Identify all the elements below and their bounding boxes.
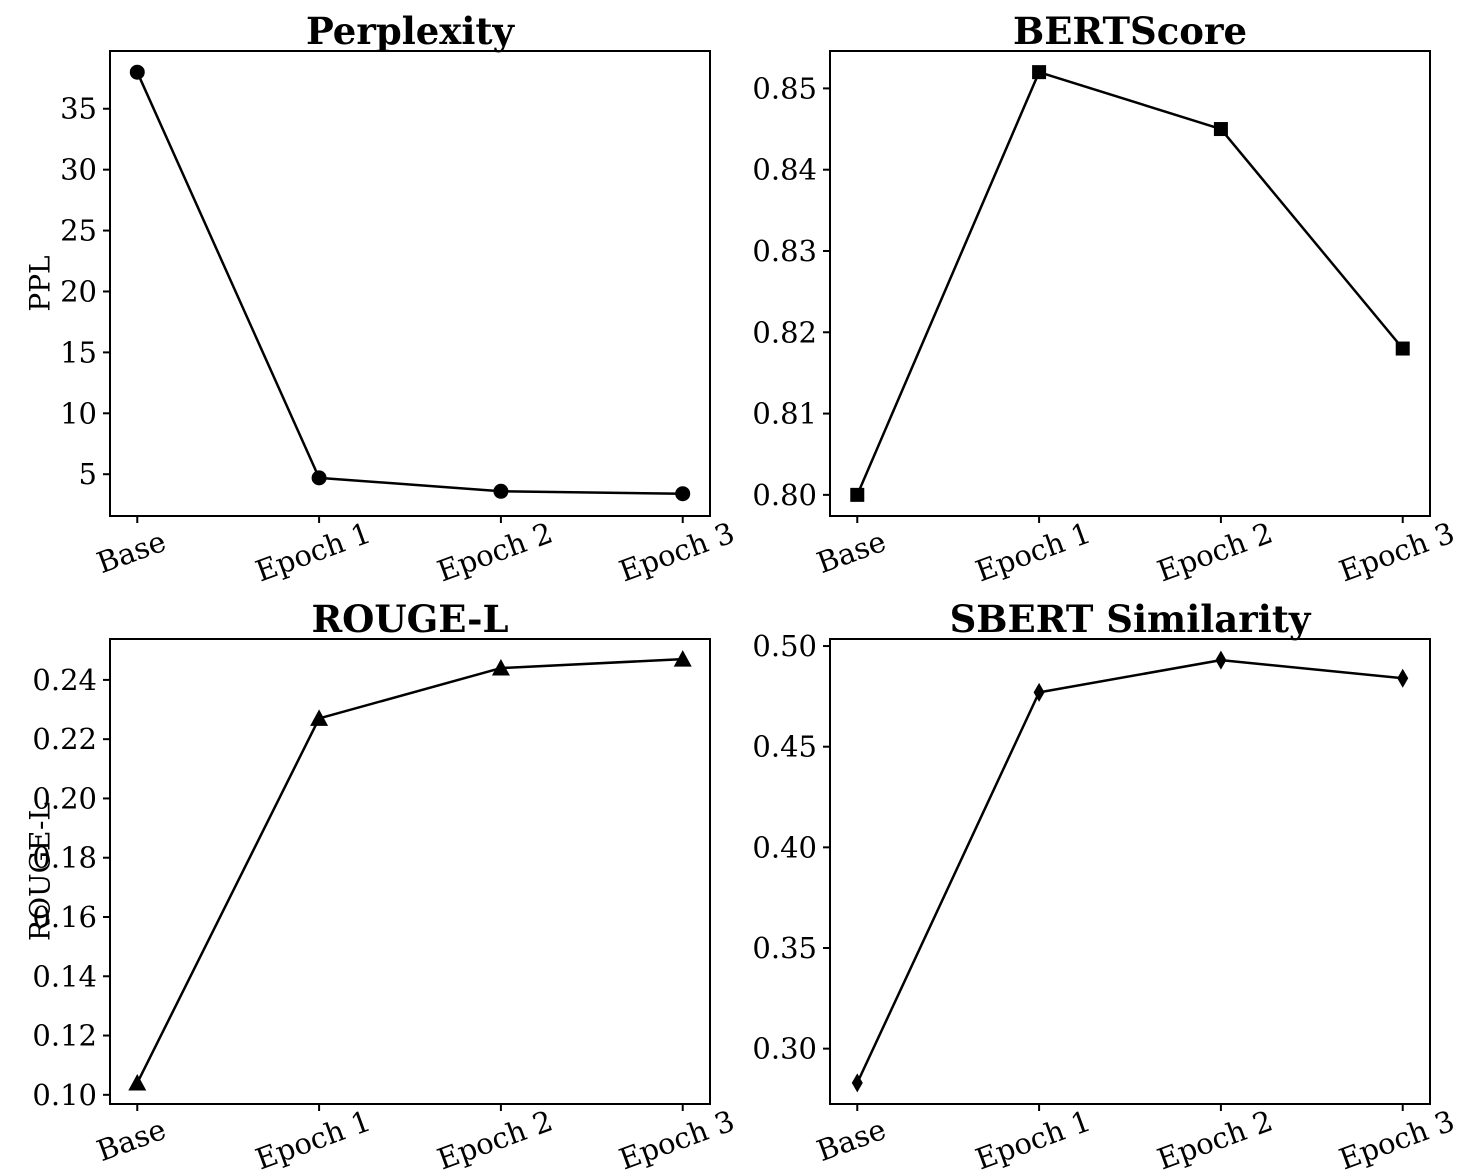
chart-sbert-similarity: 0.30 0.35 0.40 0.45 0.50 Base Epoch 1 Epoch 2 Ep… [736,588,1473,1176]
chart-bertscore: 0.80 0.81 0.82 0.83 0.84 0.85 Base Epoch 1 Epoch… [736,0,1473,588]
data-point-base [129,64,145,80]
chart-title: BERTScore [1013,9,1247,53]
x-tick-label: Epoch 1 [971,1104,1095,1176]
y-tick-label: 0.22 [32,722,97,756]
data-point-base [851,1073,863,1093]
data-point-epoch-2 [491,659,510,676]
data-line [136,657,683,1084]
x-tick-label: Base [812,1112,890,1168]
data-point-epoch-3 [675,486,691,502]
sbert-similarity-chart-canvas: 0.30 0.35 0.40 0.45 0.50 Base Epoch 1 Epoch 2 Ep… [752,597,1459,1176]
y-tick-label: 0.16 [32,900,97,934]
y-tick-label: 0.82 [752,315,817,349]
x-tick-label: Base [92,1112,170,1168]
rouge-l-chart-canvas: 0.10 0.12 0.14 0.16 0.18 0.20 0.22 0.24 Base Epoc… [24,597,737,1176]
data-point-epoch-1 [1032,65,1047,80]
data-point-epoch-3 [1395,341,1410,356]
y-tick-label: 0.80 [752,478,817,512]
chart-rouge-l: 0.10 0.12 0.14 0.16 0.18 0.20 0.22 0.24 Base Epoc… [0,588,736,1176]
y-tick-label: 0.40 [752,830,817,864]
y-tick-label: 10 [60,396,97,430]
chart-title: Perplexity [306,9,516,53]
bertscore-chart-canvas: 0.80 0.81 0.82 0.83 0.84 0.85 Base Epoch 1 Epoch… [752,9,1459,588]
y-tick-label: 0.35 [752,931,817,965]
data-line [856,658,1403,1084]
x-tick-label: Base [92,524,170,580]
y-tick-label: 0.30 [752,1032,817,1066]
data-point-epoch-2 [1215,650,1227,670]
x-tick-label: Epoch 2 [1153,1104,1277,1176]
x-tick-label: Epoch 1 [251,516,375,588]
perplexity-chart-canvas: 5 10 15 20 25 30 35 Base Epoch 1 Epoch 2 Epoch 3 Pe… [24,9,737,588]
data-point-epoch-1 [310,709,329,726]
y-tick-label: 20 [60,274,97,308]
y-axis-label: PPL [24,255,57,311]
y-tick-label: 0.18 [32,841,97,875]
plot-border [109,638,711,1105]
data-point-epoch-2 [493,483,509,499]
x-tick-label: Epoch 3 [1335,1104,1459,1176]
x-tick-label: Epoch 2 [433,516,557,588]
y-tick-label: 0.24 [32,663,97,697]
data-point-epoch-3 [1397,668,1409,688]
x-tick-label: Epoch 3 [1335,516,1459,588]
y-tick-label: 0.20 [32,781,97,815]
y-tick-label: 0.12 [32,1019,97,1053]
chart-title: SBERT Similarity [950,597,1312,641]
x-tick-label: Base [812,524,890,580]
data-point-epoch-3 [673,650,692,667]
x-tick-label: Epoch 2 [1153,516,1277,588]
y-tick-label: 30 [60,153,97,187]
data-point-base [128,1073,147,1091]
plot-border [109,50,711,517]
y-tick-label: 0.85 [752,71,817,105]
y-tick-label: 0.45 [752,730,817,764]
data-point-epoch-1 [311,470,327,486]
chart-perplexity: 5 10 15 20 25 30 35 Base Epoch 1 Epoch 2 Epoch 3 Pe… [0,0,736,588]
y-tick-label: 25 [60,214,97,248]
data-line [856,70,1404,496]
y-tick-label: 0.50 [752,629,817,663]
y-tick-label: 0.14 [32,959,97,993]
data-point-epoch-1 [1033,682,1045,702]
x-tick-label: Epoch 3 [615,516,736,588]
x-tick-label: Epoch 1 [251,1104,375,1176]
data-point-base [850,487,865,502]
y-axis-label: ROUGE-L [24,802,57,941]
y-tick-label: 15 [60,335,97,369]
x-tick-label: Epoch 3 [615,1104,736,1176]
y-tick-label: 5 [79,457,97,491]
plot-border [829,50,1431,517]
y-tick-label: 0.81 [752,397,817,431]
x-tick-label: Epoch 2 [433,1104,557,1176]
y-tick-label: 35 [60,92,97,126]
plot-border [829,638,1431,1105]
data-point-epoch-2 [1213,122,1228,137]
y-tick-label: 0.10 [32,1078,97,1112]
data-line [136,71,683,495]
chart-title: ROUGE-L [311,597,508,641]
y-tick-label: 0.84 [752,153,817,187]
x-tick-label: Epoch 1 [971,516,1095,588]
y-tick-label: 0.83 [752,234,817,268]
